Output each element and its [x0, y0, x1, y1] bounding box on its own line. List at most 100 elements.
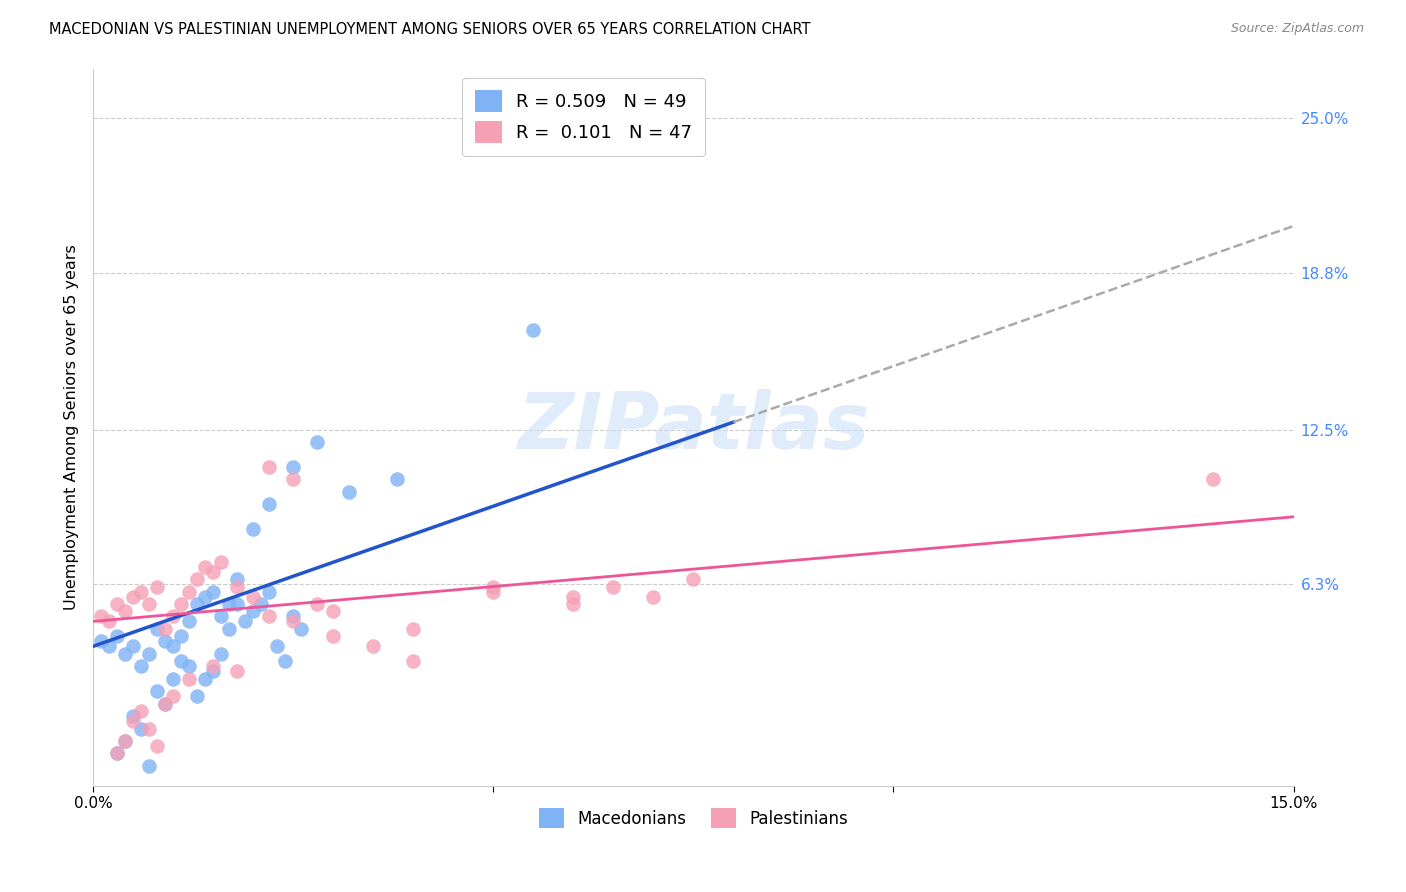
Point	[283, 615, 305, 629]
Point	[179, 615, 201, 629]
Point	[138, 722, 160, 736]
Point	[337, 484, 360, 499]
Point	[209, 647, 232, 661]
Point	[242, 604, 264, 618]
Point	[153, 697, 176, 711]
Point	[242, 522, 264, 536]
Point	[146, 684, 169, 698]
Point	[643, 590, 665, 604]
Point	[186, 689, 208, 703]
Point	[682, 572, 704, 586]
Point	[114, 734, 136, 748]
Point	[162, 672, 184, 686]
Point	[226, 580, 249, 594]
Point	[162, 689, 184, 703]
Point	[153, 697, 176, 711]
Point	[122, 590, 145, 604]
Point	[290, 622, 312, 636]
Point	[283, 609, 305, 624]
Point	[138, 759, 160, 773]
Point	[194, 590, 217, 604]
Point	[233, 615, 256, 629]
Point	[226, 572, 249, 586]
Point	[1202, 473, 1225, 487]
Text: MACEDONIAN VS PALESTINIAN UNEMPLOYMENT AMONG SENIORS OVER 65 YEARS CORRELATION C: MACEDONIAN VS PALESTINIAN UNEMPLOYMENT A…	[49, 22, 811, 37]
Point	[170, 597, 193, 611]
Point	[179, 659, 201, 673]
Point	[194, 559, 217, 574]
Point	[257, 584, 280, 599]
Point	[242, 590, 264, 604]
Point	[162, 609, 184, 624]
Point	[138, 597, 160, 611]
Point	[90, 634, 112, 648]
Point	[105, 597, 128, 611]
Point	[218, 622, 240, 636]
Point	[146, 580, 169, 594]
Point	[105, 629, 128, 643]
Y-axis label: Unemployment Among Seniors over 65 years: Unemployment Among Seniors over 65 years	[65, 244, 79, 610]
Point	[179, 672, 201, 686]
Point	[122, 709, 145, 723]
Point	[202, 659, 225, 673]
Text: ZIPatlas: ZIPatlas	[517, 389, 869, 465]
Point	[482, 584, 505, 599]
Point	[402, 654, 425, 668]
Point	[202, 584, 225, 599]
Point	[146, 622, 169, 636]
Point	[186, 597, 208, 611]
Point	[257, 497, 280, 511]
Point	[218, 597, 240, 611]
Point	[170, 629, 193, 643]
Legend: Macedonians, Palestinians: Macedonians, Palestinians	[531, 801, 855, 835]
Point	[322, 629, 344, 643]
Point	[105, 747, 128, 761]
Point	[602, 580, 624, 594]
Point	[402, 622, 425, 636]
Point	[153, 634, 176, 648]
Point	[114, 647, 136, 661]
Point	[129, 704, 152, 718]
Point	[129, 584, 152, 599]
Point	[122, 640, 145, 654]
Point	[170, 654, 193, 668]
Point	[562, 590, 585, 604]
Point	[266, 640, 288, 654]
Point	[153, 622, 176, 636]
Text: Source: ZipAtlas.com: Source: ZipAtlas.com	[1230, 22, 1364, 36]
Point	[194, 672, 217, 686]
Point	[257, 460, 280, 475]
Point	[122, 714, 145, 728]
Point	[202, 664, 225, 678]
Point	[129, 659, 152, 673]
Point	[307, 435, 329, 450]
Point	[283, 473, 305, 487]
Point	[226, 597, 249, 611]
Point	[179, 584, 201, 599]
Point	[361, 640, 384, 654]
Point	[162, 640, 184, 654]
Point	[209, 555, 232, 569]
Point	[482, 580, 505, 594]
Point	[98, 615, 121, 629]
Point	[226, 664, 249, 678]
Point	[90, 609, 112, 624]
Point	[209, 609, 232, 624]
Point	[202, 565, 225, 579]
Point	[307, 597, 329, 611]
Point	[274, 654, 297, 668]
Point	[250, 597, 273, 611]
Point	[522, 323, 544, 337]
Point	[114, 734, 136, 748]
Point	[322, 604, 344, 618]
Point	[186, 572, 208, 586]
Point	[146, 739, 169, 753]
Point	[129, 722, 152, 736]
Point	[562, 597, 585, 611]
Point	[105, 747, 128, 761]
Point	[283, 460, 305, 475]
Point	[257, 609, 280, 624]
Point	[138, 647, 160, 661]
Point	[98, 640, 121, 654]
Point	[387, 473, 409, 487]
